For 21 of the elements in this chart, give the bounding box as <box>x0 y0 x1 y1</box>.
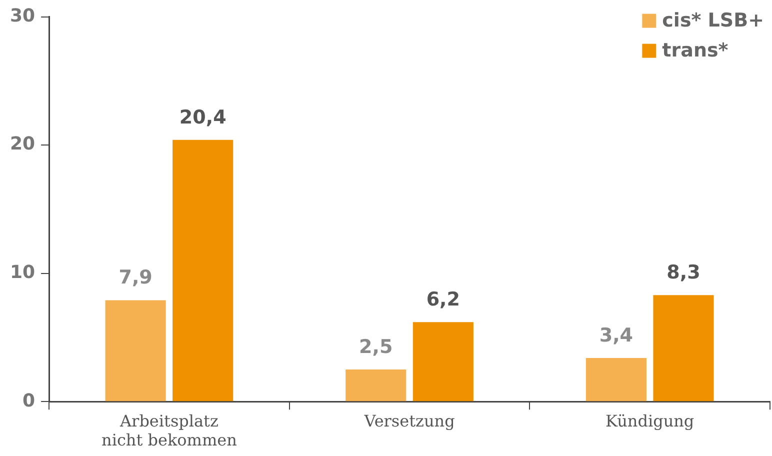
bar <box>172 140 234 402</box>
data-label: 2,5 <box>359 336 393 358</box>
bar <box>586 358 646 402</box>
x-tick-label: Arbeitsplatz nicht bekommen <box>102 411 237 450</box>
x-tick-label: Kündigung <box>606 411 694 430</box>
y-tick-label: 0 <box>22 390 36 412</box>
data-label: 6,2 <box>426 288 460 311</box>
legend-label: trans* <box>662 40 728 62</box>
data-label: 7,9 <box>118 266 152 289</box>
y-tick-label: 30 <box>10 5 36 26</box>
legend-label: cis* LSB+ <box>662 10 764 32</box>
x-tick-label: Versetzung <box>363 411 455 430</box>
data-label: 8,3 <box>666 262 700 284</box>
bar <box>105 300 166 402</box>
y-tick-label: 10 <box>10 262 36 284</box>
data-label: 20,4 <box>179 106 226 128</box>
bar <box>653 295 714 402</box>
y-tick-label: 20 <box>10 134 36 155</box>
bar <box>412 322 474 402</box>
bar <box>346 370 406 402</box>
data-label: 3,4 <box>599 324 634 346</box>
